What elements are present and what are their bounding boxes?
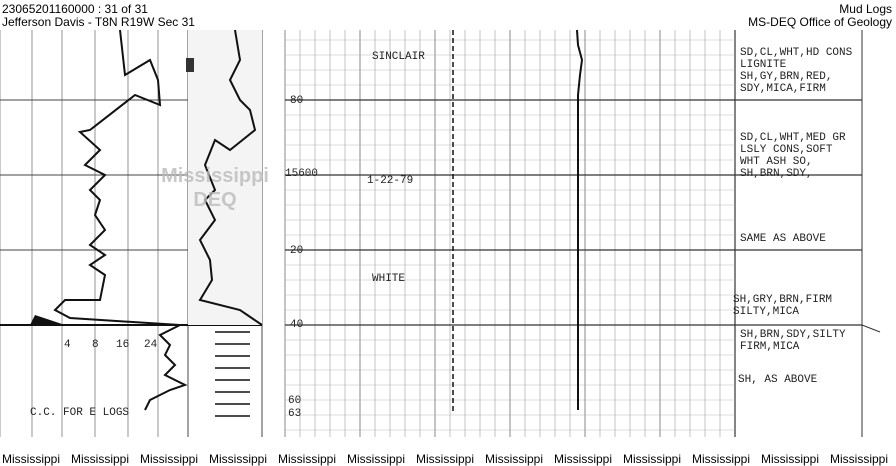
lithology-description: SD,CL,WHT,HD CONS [740, 47, 853, 59]
log-annotation: 1-22-79 [367, 175, 413, 187]
lignite-marker [186, 58, 194, 72]
lithology-description: LSLY CONS,SOFT [740, 144, 833, 156]
lithology-description: SH, AS ABOVE [738, 374, 818, 386]
header-right: MS-DEQ Office of Geology [748, 15, 892, 29]
lithology-description: WHT ASH SO, [740, 156, 813, 168]
watermark: DEQ [193, 189, 236, 211]
log-annotation: SINCLAIR [372, 51, 425, 63]
lithology-description: SH,BRN,SDY,SILTY [740, 329, 846, 341]
lithology-description: SH,GRY,BRN,FIRM [733, 294, 832, 306]
lithology-description: SH,GY,BRN,RED, [740, 71, 832, 83]
gamma-curve [53, 29, 188, 411]
footer-label: Mississippi [209, 452, 267, 466]
footer-label: Mississippi [554, 452, 612, 466]
footer-label: Mississippi [830, 452, 888, 466]
log-annotation: WHITE [372, 273, 405, 285]
lithology-description: SAME AS ABOVE [740, 233, 826, 245]
depth-label: 80 [290, 95, 303, 107]
header-left: 23065201160000 : 31 of 31 [2, 2, 148, 16]
footer-label: Mississippi [623, 452, 681, 466]
lithology-description: SDY,MICA,FIRM [740, 83, 826, 95]
footer-label: Mississippi [140, 452, 198, 466]
header-left: Jefferson Davis - T8N R19W Sec 31 [2, 15, 195, 29]
resistivity-curve [198, 29, 263, 326]
footer-label: Mississippi [761, 452, 819, 466]
lithology-description: LIGNITE [740, 59, 787, 71]
footer-label: Mississippi [416, 452, 474, 466]
log-note: C.C. FOR E LOGS [30, 407, 129, 419]
footer-label: Mississippi [2, 452, 60, 466]
lithology-column [188, 30, 262, 325]
scale-label: 24 [144, 339, 158, 351]
watermark: Mississippi [161, 165, 269, 187]
lithology-description: SD,CL,WHT,MED GR [740, 132, 846, 144]
footer-label: Mississippi [692, 452, 750, 466]
depth-label: 63 [288, 408, 301, 420]
lithology-description: FIRM,MICA [740, 341, 800, 353]
footer-label: Mississippi [278, 452, 336, 466]
scale-label: 8 [92, 339, 99, 351]
footer-label: Mississippi [347, 452, 405, 466]
depth-label: 40 [290, 319, 303, 331]
lithology-description: SH,BRN,SDY, [740, 168, 813, 180]
header-right: Mud Logs [839, 2, 892, 16]
footer-label: Mississippi [485, 452, 543, 466]
gas-curve [576, 29, 584, 410]
lithology-description: SILTY,MICA [733, 306, 799, 318]
tick [861, 324, 881, 333]
depth-label: 15600 [285, 168, 318, 180]
depth-label: 20 [290, 245, 303, 257]
scale-label: 16 [116, 339, 129, 351]
footer-label: Mississippi [71, 452, 129, 466]
depth-label: 60 [288, 395, 301, 407]
scale-label: 4 [64, 339, 71, 351]
scale-marker [30, 315, 65, 325]
